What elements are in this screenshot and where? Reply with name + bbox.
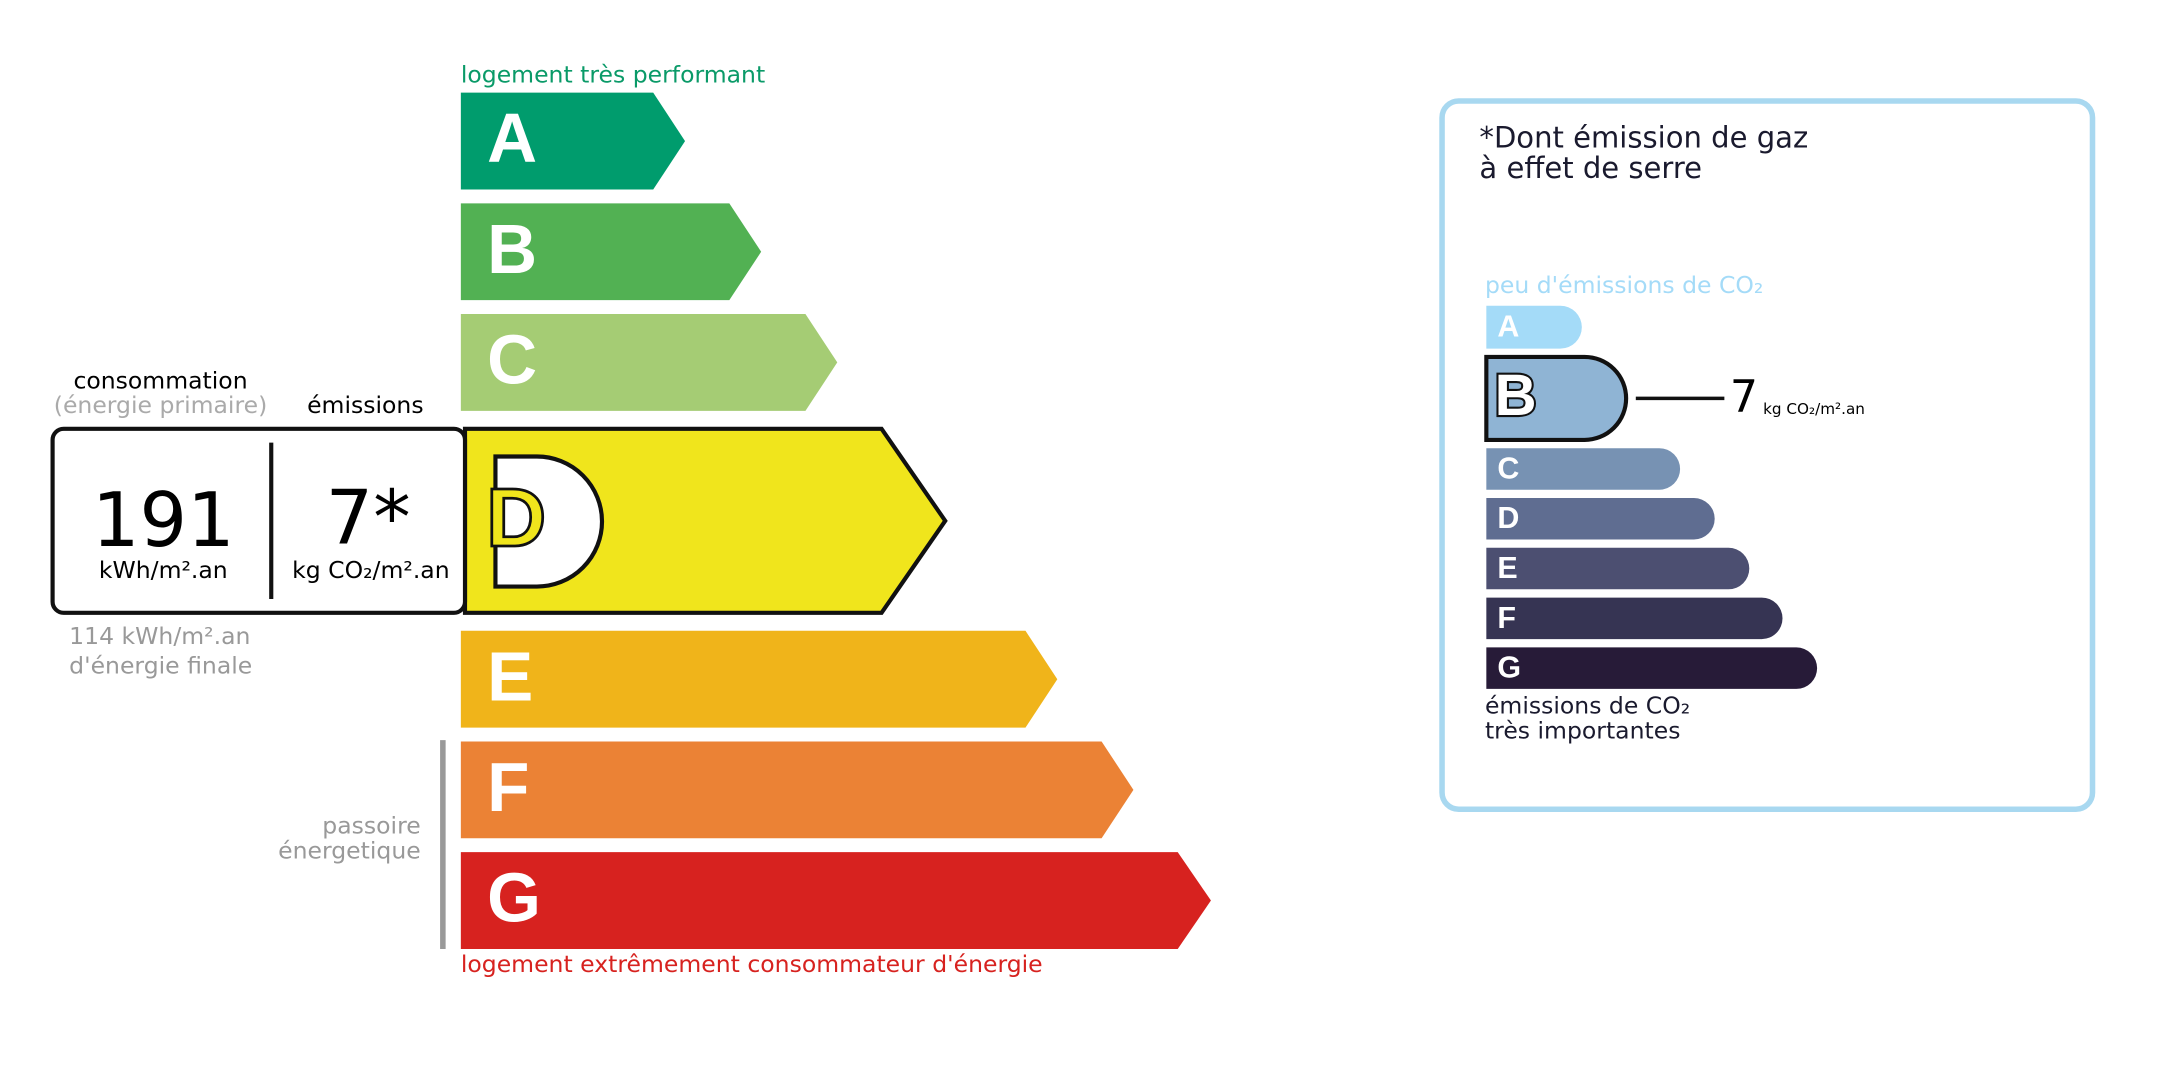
- ghg-class-letter: F: [1497, 601, 1516, 635]
- ghg-class-letter: C: [1497, 451, 1519, 485]
- emissions-label: émissions: [307, 391, 424, 419]
- energy-bar: [460, 630, 1058, 728]
- current-class-badge: [493, 454, 605, 589]
- consumption-label: consommation: [73, 366, 247, 394]
- energy-bar: [460, 741, 1134, 839]
- emissions-unit: kg CO₂/m².an: [292, 556, 449, 584]
- energy-class-letter: E: [487, 637, 533, 715]
- ghg-bottom-label: émissions de CO₂: [1485, 691, 1690, 719]
- passoire-label: passoire: [322, 812, 420, 840]
- final-energy: 114 kWh/m².an: [69, 622, 250, 650]
- energy-bar: [460, 314, 838, 411]
- ghg-top-label: peu d'émissions de CO₂: [1485, 271, 1763, 299]
- energy-bar: [460, 92, 686, 190]
- energy-class-letter: C: [487, 320, 537, 398]
- final-energy-label: d'énergie finale: [69, 651, 252, 679]
- energy-class-letter: D: [486, 471, 546, 564]
- ghg-class-letter: G: [1497, 651, 1521, 685]
- energy-bottom-label: logement extrêmement consommateur d'éner…: [461, 950, 1043, 978]
- ghg-bar: [1486, 547, 1750, 590]
- passoire-label: énergetique: [278, 837, 421, 865]
- consumption-value: 191: [92, 477, 235, 564]
- ghg-note: à effet de serre: [1479, 151, 1702, 185]
- ghg-value: 7: [1730, 372, 1758, 423]
- ghg-bar: [1484, 354, 1629, 442]
- emissions-value: 7*: [326, 474, 411, 561]
- energy-bar: [460, 852, 1211, 949]
- energy-class-letter: F: [487, 748, 529, 826]
- ghg-bar: [1486, 448, 1681, 490]
- ghg-bar: [1486, 498, 1715, 540]
- ghg-class-letter: E: [1497, 551, 1517, 585]
- ghg-unit: kg CO₂/m².an: [1763, 400, 1865, 418]
- energy-class-letter: A: [487, 99, 537, 177]
- primary-label: (énergie primaire): [54, 391, 267, 419]
- value-box: [50, 426, 468, 615]
- ghg-bar: [1486, 647, 1818, 689]
- ghg-class-letter: D: [1497, 501, 1519, 535]
- ghg-note: *Dont émission de gaz: [1479, 121, 1808, 155]
- energy-class-letter: B: [487, 210, 537, 288]
- energy-class-letter: G: [487, 859, 541, 937]
- energy-bar: [460, 203, 762, 301]
- ghg-bar: [1486, 305, 1582, 349]
- ghg-bottom-label: très importantes: [1485, 716, 1681, 744]
- ghg-bar: [1486, 597, 1783, 640]
- consumption-unit: kWh/m².an: [99, 556, 228, 584]
- ghg-class-letter: B: [1495, 363, 1537, 428]
- energy-top-label: logement très performant: [461, 61, 765, 89]
- ghg-class-letter: A: [1497, 310, 1519, 344]
